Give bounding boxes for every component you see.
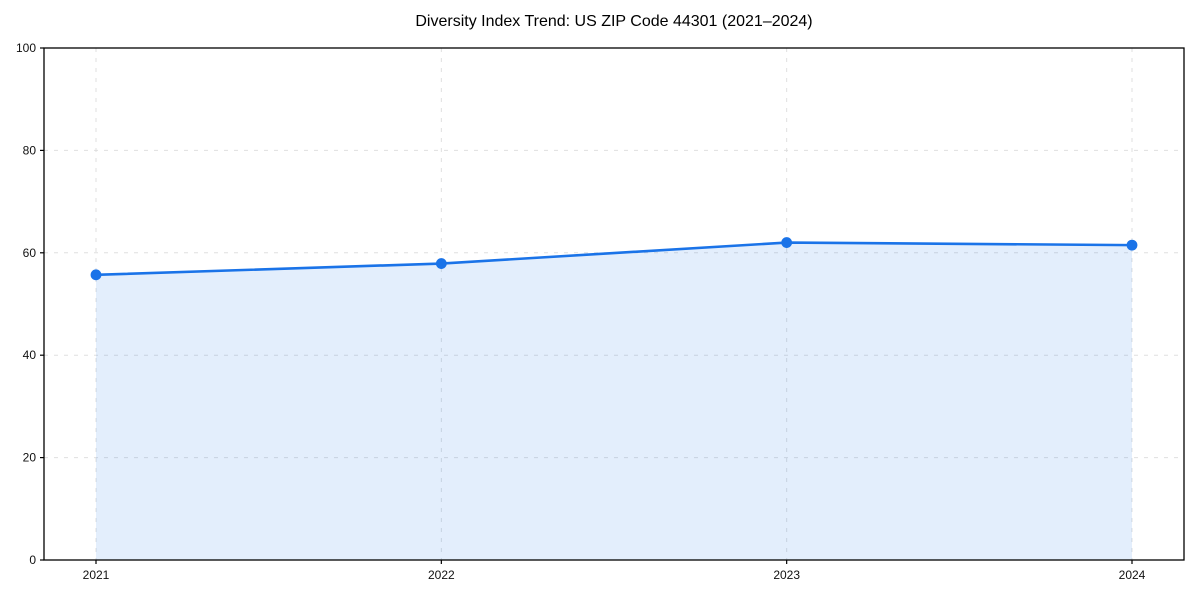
y-tick-label-60: 60 <box>23 246 37 260</box>
y-tick-label-80: 80 <box>23 143 37 157</box>
chart-title: Diversity Index Trend: US ZIP Code 44301… <box>415 13 813 30</box>
x-tick-label-2023: 2023 <box>773 568 800 582</box>
data-point-2021 <box>90 269 102 281</box>
plot-frame <box>43 47 1185 561</box>
data-point-2022 <box>435 258 447 269</box>
data-point-2023 <box>781 237 793 248</box>
x-tick-label-2022: 2022 <box>428 568 455 582</box>
x-tick-label-2021: 2021 <box>83 568 110 582</box>
x-tick-label-2024: 2024 <box>1119 568 1146 582</box>
trend-line <box>94 241 1134 277</box>
y-tick-label-20: 20 <box>23 451 37 465</box>
y-tick-label-0: 0 <box>29 553 36 567</box>
y-tick-label-40: 40 <box>23 348 37 362</box>
area-fill <box>96 242 1132 560</box>
data-point-2024 <box>1126 239 1138 251</box>
y-tick-label-100: 100 <box>16 41 36 55</box>
